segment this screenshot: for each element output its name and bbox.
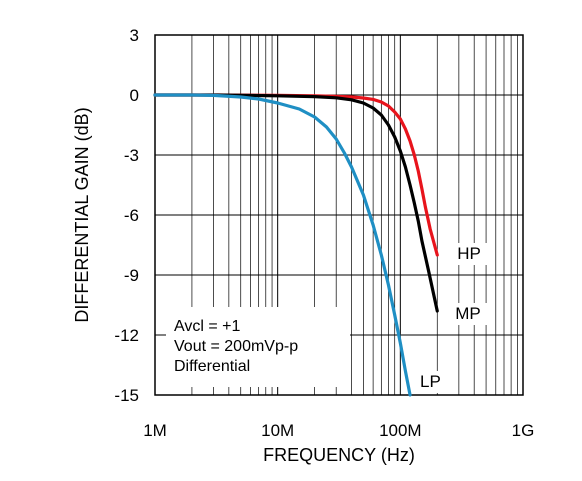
plot-frame bbox=[154, 34, 524, 396]
series-lines bbox=[153, 93, 439, 397]
series-label-background bbox=[451, 303, 490, 325]
series-label-hp: HP bbox=[457, 244, 481, 263]
x-tick-label: 10M bbox=[261, 421, 294, 440]
series-label-background bbox=[416, 371, 455, 393]
series-label-lp: LP bbox=[420, 372, 441, 391]
annotation-mode: Differential bbox=[174, 358, 250, 375]
y-tick-label: 0 bbox=[130, 86, 139, 105]
y-tick-label: -15 bbox=[114, 386, 139, 405]
x-tick-label: 100M bbox=[379, 421, 422, 440]
series-labels: HP MP LP bbox=[416, 243, 492, 393]
y-tick-label: 3 bbox=[130, 26, 139, 45]
x-tick-label: 1G bbox=[512, 421, 535, 440]
y-tick-label: -6 bbox=[124, 206, 139, 225]
annotation-box bbox=[166, 307, 350, 387]
y-tick-label: -12 bbox=[114, 326, 139, 345]
series-line-lp bbox=[153, 93, 412, 397]
x-axis-title: FREQUENCY (Hz) bbox=[263, 445, 415, 465]
series-label-mp: MP bbox=[455, 304, 481, 323]
tick-labels: 1M 10M 100M 1G 3 0 -3 -6 -9 -12 -15 bbox=[114, 26, 534, 440]
y-tick-label: -3 bbox=[124, 146, 139, 165]
series-label-background bbox=[453, 243, 492, 265]
y-tick-label: -9 bbox=[124, 266, 139, 285]
annotation-gain: Avcl = +1 bbox=[174, 318, 241, 335]
x-tick-label: 1M bbox=[143, 421, 167, 440]
annotation-vout: Vout = 200mVp-p bbox=[174, 338, 298, 355]
series-line-mp bbox=[153, 93, 439, 313]
y-axis-title: DIFFERENTIAL GAIN (dB) bbox=[72, 107, 92, 322]
